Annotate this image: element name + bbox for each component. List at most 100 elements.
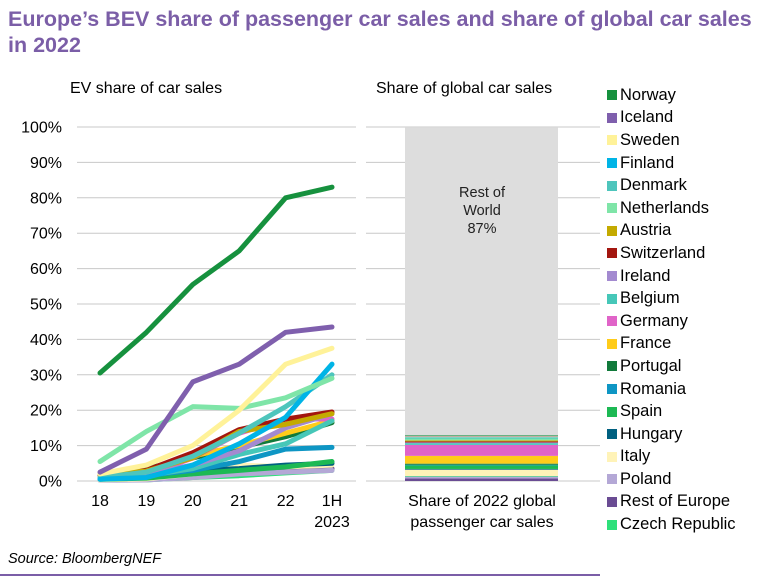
bar-annotation-text: World	[463, 203, 501, 219]
bar-segment-ireland	[405, 442, 558, 444]
legend-swatch	[607, 293, 617, 304]
line-finland	[97, 361, 335, 482]
bar-segment-netherlands	[405, 438, 558, 441]
y-tick-label: 20%	[30, 403, 62, 420]
y-axis-ticks: 0% 10% 20% 30% 40% 50% 60% 70% 80% 90% 100%	[21, 120, 62, 491]
bar-segment-iceland	[405, 435, 558, 437]
bar-segment-belgium	[405, 443, 558, 445]
legend-item: Finland	[607, 152, 736, 175]
legend-item: Poland	[607, 468, 736, 491]
bar-segment-hungary	[405, 468, 558, 470]
legend-item: Hungary	[607, 423, 736, 446]
legend-label: Denmark	[620, 176, 687, 195]
bar-chart-subtitle: Share of global car sales	[376, 80, 553, 97]
x-axis-ticks: 18 19 20 21 22 1H 2023 Share of 2022 global pass…	[91, 493, 556, 531]
line-chart-subtitle: EV share of car sales	[70, 80, 223, 97]
legend-label: Poland	[620, 469, 672, 488]
bar-segment-germany	[405, 444, 558, 456]
bar-segment-czech-republic	[405, 476, 558, 477]
legend-item: Italy	[607, 446, 736, 469]
legend-item: Spain	[607, 400, 736, 423]
line-sweden	[97, 345, 335, 477]
line-netherlands	[97, 375, 335, 465]
legend-swatch	[607, 112, 617, 123]
bar-segment-rest-of-europe	[405, 478, 558, 481]
legend-swatch	[607, 338, 617, 349]
legend-item: Denmark	[607, 174, 736, 197]
legend-label: Ireland	[620, 266, 671, 285]
y-tick-label: 0%	[39, 474, 62, 491]
bar-segment-italy	[405, 469, 558, 477]
bar-segment-finland	[405, 437, 558, 439]
legend-swatch	[607, 271, 617, 282]
legend-item: Belgium	[607, 287, 736, 310]
stacked-bar	[405, 127, 558, 481]
legend-swatch	[607, 180, 617, 191]
x-tick-label: 22	[277, 493, 295, 510]
legend-swatch	[607, 90, 617, 101]
bar-segment-rest-of-world	[405, 127, 558, 436]
bar-segment-romania	[405, 464, 558, 466]
x-tick-label: 21	[230, 493, 248, 510]
legend-label: Belgium	[620, 289, 680, 308]
legend-label: Germany	[620, 311, 688, 330]
legend-item: Rest of Europe	[607, 491, 736, 514]
bar-segment-norway	[405, 435, 558, 436]
y-tick-label: 30%	[30, 367, 62, 384]
bar-annotation-text: 87%	[467, 221, 496, 237]
legend-swatch	[607, 384, 617, 395]
x-tick-label: 20	[184, 493, 202, 510]
bar-annotation: Rest of World 87%	[459, 185, 506, 237]
legend-swatch	[607, 203, 617, 214]
y-tick-label: 90%	[30, 155, 62, 172]
legend-item: Iceland	[607, 107, 736, 130]
legend-label: Spain	[620, 402, 663, 421]
legend-label: Finland	[620, 153, 675, 172]
legend-item: Germany	[607, 310, 736, 333]
legend-label: Italy	[620, 447, 651, 466]
legend-swatch	[607, 474, 617, 485]
legend-swatch	[607, 496, 617, 507]
legend-label: Portugal	[620, 356, 682, 375]
legend-item: Portugal	[607, 355, 736, 378]
legend-label: Norway	[620, 85, 676, 104]
y-tick-label: 100%	[21, 120, 62, 137]
line-denmark	[97, 372, 335, 480]
bar-segment-denmark	[405, 437, 558, 439]
bar-segment-france	[405, 455, 558, 464]
legend-swatch	[607, 406, 617, 417]
legend-label: Rest of Europe	[620, 492, 731, 511]
legend-item: Romania	[607, 378, 736, 401]
legend-item: Netherlands	[607, 197, 736, 220]
y-tick-label: 40%	[30, 332, 62, 349]
x-tick-label: 18	[91, 493, 109, 510]
legend-label: Hungary	[620, 424, 683, 443]
legend-label: Romania	[620, 379, 687, 398]
line-norway	[97, 184, 335, 376]
legend-item: Switzerland	[607, 242, 736, 265]
legend-label: Switzerland	[620, 243, 706, 262]
legend-swatch	[607, 361, 617, 372]
legend-swatch	[607, 135, 617, 146]
line-series	[97, 184, 335, 483]
x-tick-label: 19	[138, 493, 156, 510]
bar-segment-switzerland	[405, 441, 558, 443]
legend-label: Czech Republic	[620, 515, 736, 534]
y-tick-label: 60%	[30, 261, 62, 278]
legend-swatch	[607, 451, 617, 462]
legend-label: Iceland	[620, 108, 674, 127]
legend: Norway Iceland Sweden Finland Denmark Netherl…	[607, 84, 736, 536]
x-tick-label: 1H	[322, 493, 342, 510]
y-tick-label: 50%	[30, 297, 62, 314]
bar-segment-portugal	[405, 463, 558, 465]
legend-label: Sweden	[620, 130, 680, 149]
legend-item: France	[607, 333, 736, 356]
line-iceland	[97, 324, 335, 475]
legend-item: Austria	[607, 220, 736, 243]
bar-segment-spain	[405, 465, 558, 469]
bar-annotation-text: Rest of	[459, 185, 506, 201]
y-tick-label: 70%	[30, 226, 62, 243]
bar-segment-sweden	[405, 436, 558, 438]
bar-segment-poland	[405, 476, 558, 479]
